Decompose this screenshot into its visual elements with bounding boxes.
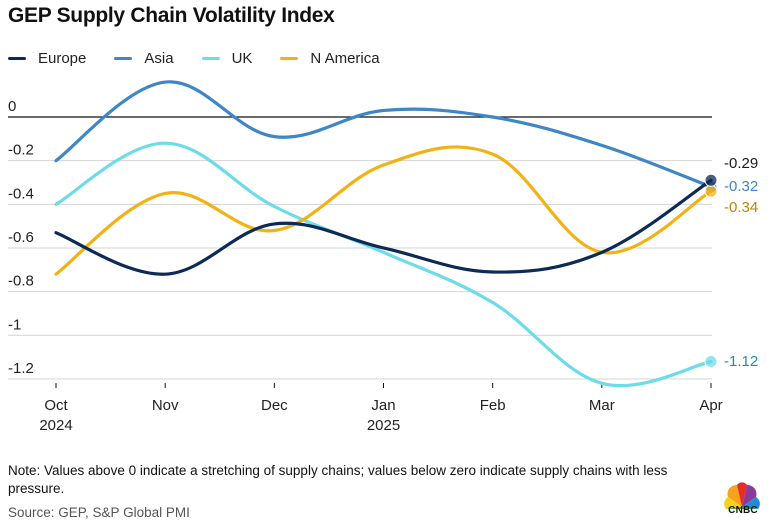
legend-label-europe: Europe xyxy=(38,50,87,67)
y-tick-label: -0.2 xyxy=(8,142,34,159)
series-line-uk xyxy=(54,141,713,388)
chart-source: Source: GEP, S&P Global PMI xyxy=(8,505,190,520)
legend-swatch-uk xyxy=(201,57,220,60)
y-tick-label: -0.8 xyxy=(8,273,34,290)
x-tick-label-line: Jan xyxy=(371,397,395,414)
chart-title: GEP Supply Chain Volatility Index xyxy=(8,4,335,27)
series-line-n-america xyxy=(54,145,713,276)
legend-label-n-america: N America xyxy=(310,50,380,67)
legend-swatch-europe xyxy=(8,57,26,60)
legend-item-asia: Asia xyxy=(114,50,174,67)
y-tick-label: 0 xyxy=(8,98,16,115)
x-tick-label-line: Nov xyxy=(152,397,179,414)
legend-item-n-america: N America xyxy=(280,50,380,67)
end-point-n-america xyxy=(704,184,718,198)
line-chart: 0 -0.2 -0.4 -0.6 -0.8 -1 -1.2 Oct 2024 Nov Dec Jan 2… xyxy=(8,80,758,434)
cnbc-brand: CNBC xyxy=(728,505,758,516)
x-tick-label: Jan 2025 xyxy=(367,397,400,434)
x-tick-label: Dec xyxy=(261,397,288,414)
x-tick-label: Oct 2024 xyxy=(39,397,72,434)
series-line-asia xyxy=(54,80,713,189)
end-point-europe xyxy=(704,173,718,187)
x-tick-label: Feb xyxy=(480,397,506,414)
y-tick-label: -1 xyxy=(8,316,21,333)
x-tick-label: Apr xyxy=(699,397,722,414)
legend-item-europe: Europe xyxy=(8,50,86,67)
x-tick-label: Nov xyxy=(152,397,179,414)
series-line-europe xyxy=(54,178,713,276)
x-tick-label-line: Apr xyxy=(699,397,722,414)
chart-note: Note: Values above 0 indicate a stretchi… xyxy=(8,463,668,496)
legend-label-uk: UK xyxy=(231,50,253,67)
end-label-uk: -1.12 xyxy=(724,353,758,370)
x-tick-label-line: Oct xyxy=(44,397,68,414)
legend: Europe Asia UK N America xyxy=(8,50,408,67)
legend-swatch-asia xyxy=(114,57,133,60)
x-tick-label-line: Dec xyxy=(261,397,288,414)
y-tick-label: -0.4 xyxy=(8,185,34,202)
legend-swatch-n-america xyxy=(280,57,299,60)
y-tick-label: -0.6 xyxy=(8,229,34,246)
end-label-n-america: -0.34 xyxy=(724,199,758,216)
x-tick-label: Mar xyxy=(589,397,615,414)
end-label-europe: -0.29 xyxy=(724,155,758,172)
end-label-asia: -0.32 xyxy=(724,178,758,195)
legend-item-uk: UK xyxy=(201,50,253,67)
y-tick-label: -1.2 xyxy=(8,360,34,377)
end-point-uk xyxy=(704,354,718,368)
legend-label-asia: Asia xyxy=(144,50,174,67)
x-tick-label-line: Mar xyxy=(589,397,615,414)
cnbc-peacock-logo-icon xyxy=(724,482,760,509)
x-tick-label-line: Feb xyxy=(480,397,506,414)
x-tick-label-line: 2025 xyxy=(367,417,400,434)
x-tick-label-line: 2024 xyxy=(39,417,72,434)
